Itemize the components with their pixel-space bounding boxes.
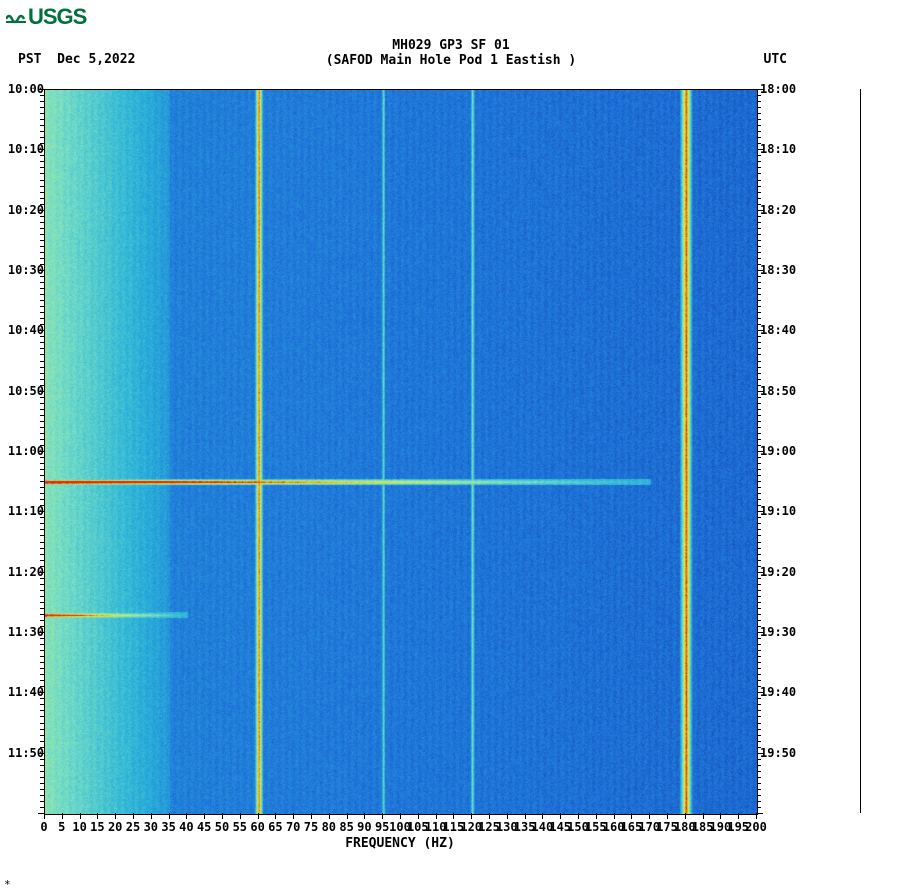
x-tick-label: 45: [197, 820, 211, 834]
x-tick-label: 85: [339, 820, 353, 834]
x-tick-label: 95: [375, 820, 389, 834]
x-tick-label: 5: [58, 820, 65, 834]
y-right-tick-label: 18:30: [760, 263, 800, 277]
left-timezone-label: PST Dec 5,2022: [18, 52, 135, 67]
usgs-wave-icon: [6, 5, 26, 31]
x-tick-label: 90: [357, 820, 371, 834]
x-tick-label: 70: [286, 820, 300, 834]
y-right-tick-label: 18:20: [760, 203, 800, 217]
y-right-tick-label: 19:20: [760, 565, 800, 579]
x-tick-label: 65: [268, 820, 282, 834]
y-right-tick-label: 19:40: [760, 685, 800, 699]
y-axis-right-labels: 18:0018:1018:2018:3018:4018:5019:0019:10…: [760, 89, 800, 813]
x-axis-title: FREQUENCY (HZ): [44, 836, 756, 851]
x-ticks: [44, 813, 756, 819]
x-tick-label: 25: [126, 820, 140, 834]
station-code-title: MH029 GP3 SF 01: [0, 38, 902, 53]
date-label: Dec 5,2022: [57, 52, 135, 67]
x-tick-label: 15: [90, 820, 104, 834]
x-axis-labels: 0510152025303540455055606570758085909510…: [44, 820, 756, 836]
x-tick-label: 80: [322, 820, 336, 834]
right-timezone-label: UTC: [764, 52, 787, 67]
usgs-logo: USGS: [6, 4, 86, 31]
y-ticks-right: [757, 89, 763, 813]
x-tick-label: 40: [179, 820, 193, 834]
colorbar-axis-line: [860, 89, 861, 813]
y-right-tick-label: 18:10: [760, 142, 800, 156]
y-right-tick-label: 19:30: [760, 625, 800, 639]
y-right-tick-label: 18:50: [760, 384, 800, 398]
x-tick-label: 35: [161, 820, 175, 834]
x-tick-label: 0: [40, 820, 47, 834]
y-right-tick-label: 19:50: [760, 746, 800, 760]
x-tick-label: 50: [215, 820, 229, 834]
x-tick-label: 55: [233, 820, 247, 834]
x-tick-label: 20: [108, 820, 122, 834]
spectrogram-canvas: [45, 90, 757, 814]
usgs-logo-text: USGS: [28, 4, 86, 29]
y-right-tick-label: 19:10: [760, 504, 800, 518]
y-right-tick-label: 18:00: [760, 82, 800, 96]
x-tick-label: 30: [144, 820, 158, 834]
y-right-tick-label: 18:40: [760, 323, 800, 337]
y-ticks-left: [38, 89, 44, 813]
x-tick-label: 10: [72, 820, 86, 834]
spectrogram-plot: [44, 89, 758, 815]
x-tick-label: 200: [745, 820, 767, 834]
y-right-tick-label: 19:00: [760, 444, 800, 458]
x-tick-label: 75: [304, 820, 318, 834]
corner-mark: *: [4, 878, 11, 891]
x-tick-label: 60: [250, 820, 264, 834]
